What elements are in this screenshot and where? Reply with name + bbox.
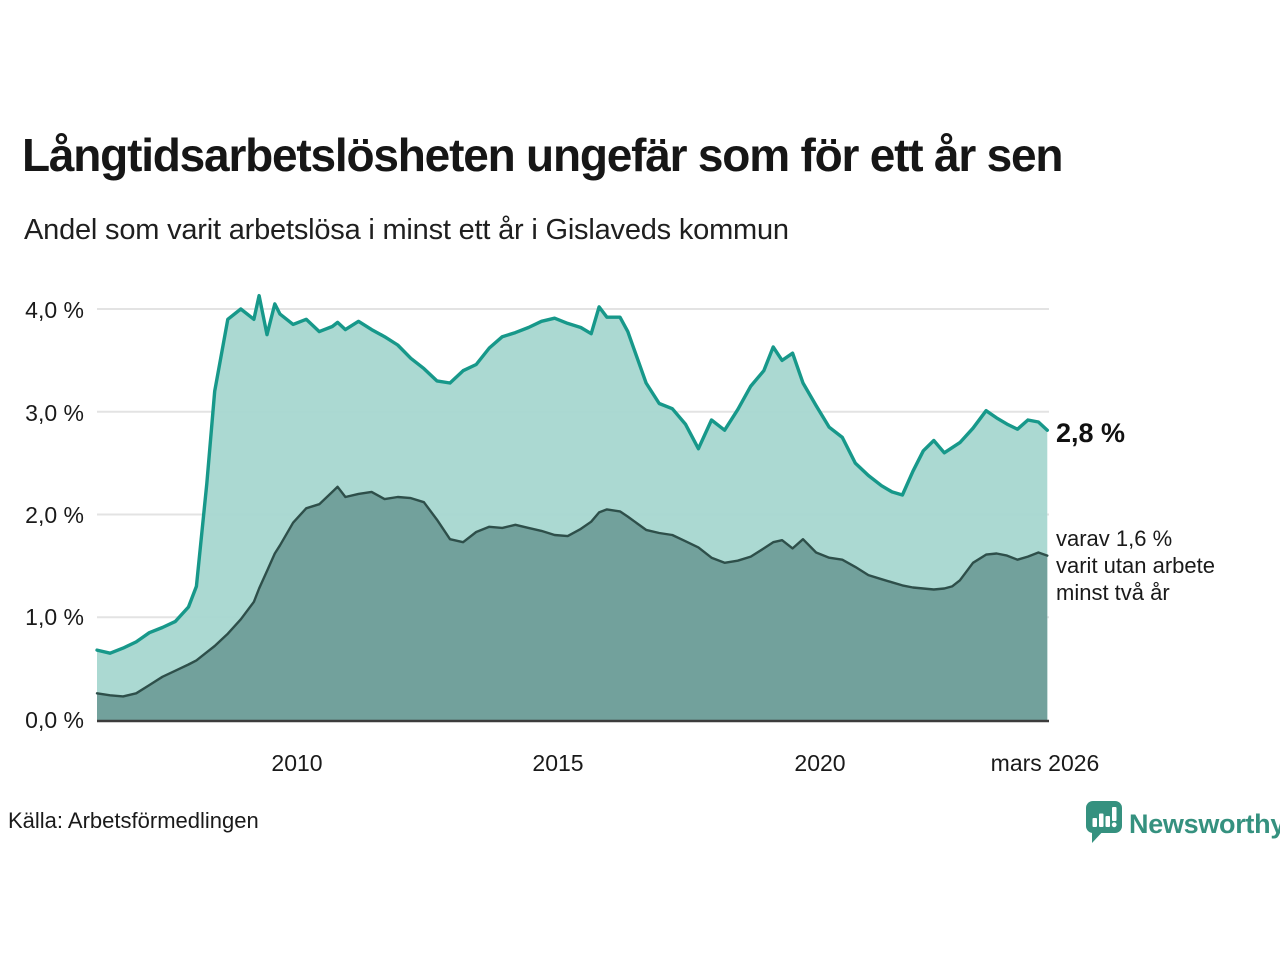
newsworthy-logo: Newsworthy: [1085, 800, 1280, 849]
plot-area: [95, 293, 1049, 723]
y-tick-label: 1,0 %: [25, 604, 84, 630]
annotation-line: varit utan arbete: [1056, 553, 1215, 578]
x-tick-label: 2020: [794, 750, 846, 776]
x-tick-label: 2010: [271, 750, 323, 776]
page-subtitle: Andel som varit arbetslösa i minst ett å…: [24, 214, 789, 246]
annotation-line: minst två år: [1056, 580, 1170, 605]
page-title: Långtidsarbetslösheten ungefär som för e…: [22, 129, 1064, 181]
y-tick-label: 4,0 %: [25, 297, 84, 323]
end-value-label-secondary: varav 1,6 % varit utan arbete minst två …: [1056, 525, 1215, 606]
end-value-label-total: 2,8 %: [1056, 418, 1126, 448]
newsworthy-logo-icon: [1085, 800, 1123, 849]
y-tick-label: 3,0 %: [25, 400, 84, 426]
y-tick-label: 2,0 %: [25, 502, 84, 528]
source-note: Källa: Arbetsförmedlingen: [8, 808, 259, 833]
newsworthy-logo-text: Newsworthy: [1129, 809, 1280, 839]
x-tick-label: 2015: [532, 750, 584, 776]
annotation-line: varav 1,6 %: [1056, 526, 1173, 551]
y-tick-label: 0,0 %: [25, 707, 84, 733]
x-tick-label: mars 2026: [990, 750, 1100, 776]
unemployment-area-chart: 4,0 % 3,0 % 2,0 % 1,0 % 0,0 % 2010 2015 …: [0, 288, 1280, 808]
